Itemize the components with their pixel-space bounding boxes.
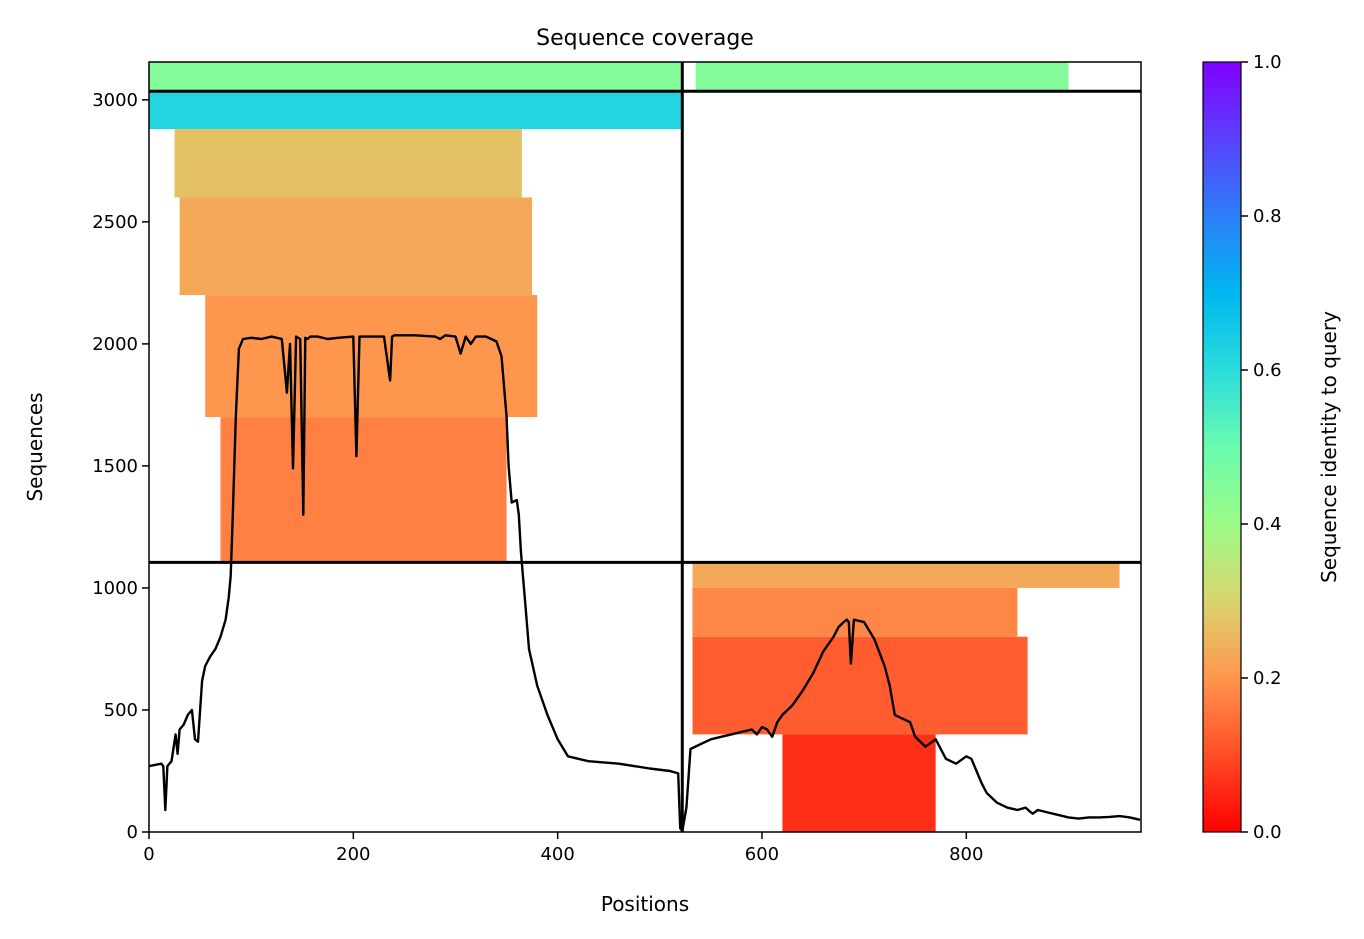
y-tick-label: 1500 [92, 456, 138, 477]
msa-band [149, 91, 683, 130]
msa-band [179, 197, 533, 296]
msa-band [782, 734, 936, 832]
msa-band [149, 62, 683, 92]
colorbar: 0.0 0.2 0.4 0.6 0.8 1.0 Sequence identity to … [1202, 52, 1341, 843]
y-tick-label: 0 [127, 822, 138, 843]
y-tick-label: 500 [104, 700, 138, 721]
x-tick-label: 200 [336, 844, 370, 865]
plot-frame [148, 61, 1142, 833]
y-tick-label: 2500 [92, 212, 138, 233]
msa-band [692, 562, 1120, 588]
x-tick-label: 800 [949, 844, 983, 865]
msa-band [220, 417, 507, 563]
msa-band [205, 295, 538, 418]
colorbar-label: Sequence identity to query [1317, 311, 1341, 583]
colorbar-tick-label: 0.2 [1253, 668, 1282, 689]
y-axis-label: Sequences [23, 392, 47, 501]
msa-band [692, 636, 1028, 735]
colorbar-tick-label: 0.0 [1253, 822, 1282, 843]
y-tick-label: 3000 [92, 90, 138, 111]
x-tick-label: 600 [745, 844, 779, 865]
colorbar-tick-label: 1.0 [1253, 52, 1282, 73]
msa-band [692, 587, 1018, 637]
colorbar-gradient [1202, 61, 1242, 833]
x-tick-label: 400 [540, 844, 574, 865]
colorbar-tick-label: 0.8 [1253, 206, 1282, 227]
plot-area [148, 61, 1142, 833]
x-axis-label: Positions [601, 892, 689, 916]
colorbar-tick-label: 0.6 [1253, 360, 1282, 381]
y-tick-label: 1000 [92, 578, 138, 599]
x-tick-label: 0 [143, 844, 154, 865]
msa-band [174, 129, 522, 198]
chart-title: Sequence coverage [536, 26, 754, 51]
msa-band [695, 62, 1069, 92]
colorbar-tick-label: 0.4 [1253, 514, 1282, 535]
y-tick-label: 2000 [92, 334, 138, 355]
coverage-line [149, 334, 1141, 832]
